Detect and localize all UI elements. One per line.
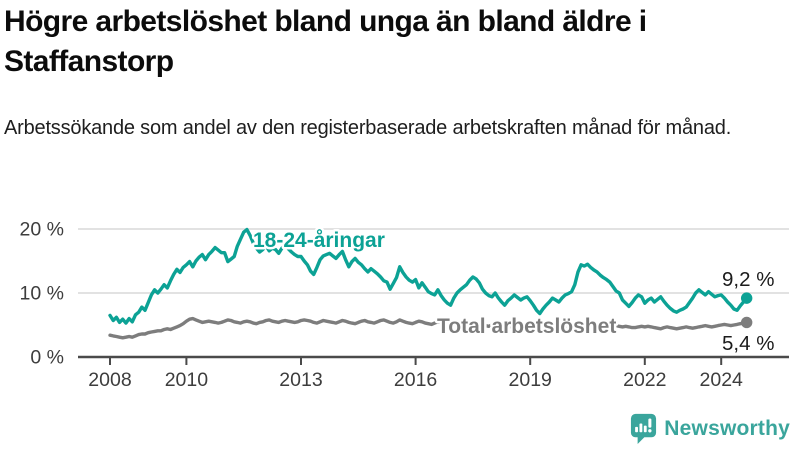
newsworthy-logo-text: Newsworthy bbox=[664, 416, 790, 440]
series-label-0: 18-24-åringar bbox=[253, 229, 385, 252]
series-end-dot-0 bbox=[740, 292, 753, 304]
x-tick-label: 2022 bbox=[623, 369, 666, 391]
x-tick-label: 2008 bbox=[88, 369, 131, 391]
series-end-value-label-0: 9,2 % bbox=[722, 268, 774, 291]
x-tick-label: 2024 bbox=[700, 369, 744, 391]
line-chart: 2008 2010 2013 2016 2019 2022 2024 0 % 10 % 20 % 1… bbox=[20, 219, 789, 391]
y-tick-label: 20 % bbox=[20, 219, 64, 241]
chart-subtitle: Arbetssökande som andel av den registerb… bbox=[4, 117, 732, 139]
series-line-0 bbox=[108, 227, 749, 325]
y-tick-label: 0 % bbox=[30, 347, 64, 369]
x-tick-label: 2013 bbox=[279, 369, 322, 391]
series-label-1: Total arbetslöshet bbox=[437, 315, 616, 338]
newsworthy-logo: Newsworthy bbox=[630, 413, 790, 444]
page-title: Högre arbetslöshet bland unga än bland ä… bbox=[4, 5, 647, 78]
series-end-dot-1 bbox=[740, 316, 753, 329]
x-tick-label: 2019 bbox=[509, 369, 552, 391]
y-tick-label: 10 % bbox=[20, 283, 64, 305]
x-tick-label: 2010 bbox=[165, 369, 209, 391]
x-tick-label: 2016 bbox=[394, 369, 437, 391]
series-end-value-label-1: 5,4 % bbox=[722, 332, 774, 355]
newsworthy-logo-icon bbox=[631, 413, 657, 444]
series-line-1 bbox=[108, 316, 749, 340]
